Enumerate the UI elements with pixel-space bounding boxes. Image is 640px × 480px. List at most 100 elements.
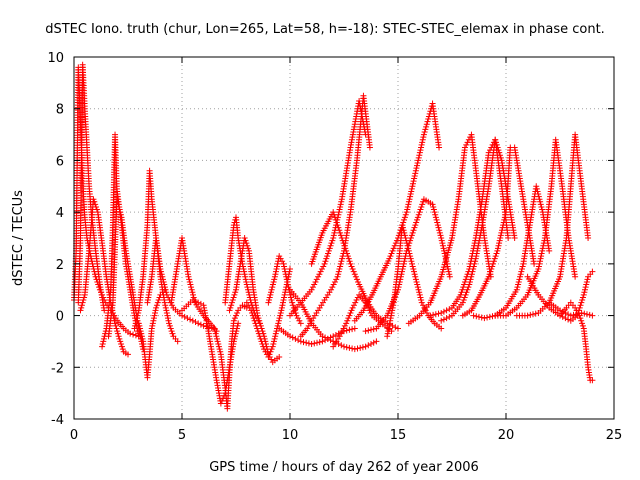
series-28 — [459, 144, 538, 319]
data-point — [271, 335, 278, 342]
data-point — [359, 344, 366, 351]
data-point — [489, 313, 496, 320]
data-point — [280, 297, 287, 304]
data-point — [386, 255, 393, 262]
data-point — [277, 312, 284, 319]
data-point — [346, 312, 353, 319]
data-point — [333, 276, 340, 283]
data-point — [283, 276, 290, 283]
data-point — [297, 320, 304, 327]
data-point — [407, 253, 414, 260]
data-point — [317, 268, 324, 275]
data-point — [244, 284, 251, 291]
data-point — [241, 271, 248, 278]
series-4 — [99, 131, 147, 353]
data-point — [497, 235, 504, 241]
y-tick-label: 10 — [47, 51, 64, 66]
data-point — [579, 322, 586, 329]
data-point — [414, 216, 421, 223]
data-point — [583, 281, 590, 288]
series-2 — [75, 61, 108, 314]
data-point — [446, 306, 453, 313]
data-point — [341, 343, 347, 350]
data-point — [282, 271, 289, 278]
y-tick-label: -4 — [51, 413, 64, 428]
data-point — [344, 317, 351, 324]
data-point — [578, 299, 585, 306]
data-point — [117, 338, 124, 345]
data-point — [160, 278, 167, 285]
data-point — [78, 302, 85, 309]
data-point — [420, 134, 427, 141]
data-point — [332, 331, 339, 338]
data-point — [362, 343, 369, 350]
data-point — [468, 273, 475, 280]
data-point — [348, 263, 355, 270]
data-point — [255, 328, 262, 335]
data-point — [315, 273, 322, 280]
data-point — [419, 201, 426, 208]
data-point — [446, 313, 453, 320]
data-point — [407, 255, 414, 262]
data-point — [527, 311, 534, 318]
data-point — [158, 268, 165, 275]
data-point — [420, 198, 427, 205]
series-15 — [265, 253, 304, 327]
y-axis-label: dSTEC / TECUs — [11, 190, 26, 286]
plot-frame — [73, 56, 615, 420]
data-point — [245, 286, 252, 293]
data-point — [274, 260, 281, 267]
data-point — [296, 317, 303, 324]
data-point — [440, 308, 447, 315]
data-point — [389, 247, 396, 254]
series-24 — [384, 222, 445, 340]
data-point — [305, 322, 312, 329]
data-point — [278, 307, 285, 314]
data-point — [127, 330, 134, 337]
data-point — [341, 242, 348, 249]
data-point — [273, 266, 280, 273]
data-point — [494, 247, 501, 254]
data-point — [337, 229, 344, 236]
data-point — [539, 206, 546, 213]
data-point — [155, 297, 162, 304]
data-point — [413, 219, 420, 226]
data-point — [100, 335, 107, 342]
data-point — [252, 320, 259, 327]
data-point — [233, 312, 239, 319]
data-point — [559, 313, 566, 320]
data-point — [329, 284, 336, 291]
data-point — [329, 237, 336, 244]
data-point — [212, 328, 219, 335]
data-point — [418, 141, 425, 148]
data-points — [71, 61, 596, 412]
data-point — [195, 299, 202, 306]
data-point — [92, 201, 99, 208]
data-point — [189, 297, 196, 304]
data-point — [251, 317, 258, 324]
data-point — [533, 185, 540, 192]
data-point — [434, 219, 441, 226]
data-point — [334, 273, 341, 280]
data-point — [343, 344, 350, 351]
data-point — [409, 263, 416, 270]
data-point — [164, 312, 171, 319]
data-point — [350, 268, 357, 275]
data-point — [335, 268, 342, 275]
data-point — [391, 242, 398, 249]
data-point — [164, 315, 171, 322]
data-point — [492, 253, 499, 260]
data-point — [500, 219, 507, 226]
data-point — [267, 289, 274, 296]
data-point — [470, 312, 477, 319]
data-point — [465, 284, 472, 291]
data-point — [422, 126, 429, 133]
data-point — [425, 113, 432, 120]
data-point — [136, 322, 143, 329]
data-point — [313, 276, 320, 283]
data-point — [186, 278, 193, 285]
data-point — [255, 330, 262, 337]
data-point — [78, 304, 85, 311]
data-point — [213, 333, 220, 340]
data-point — [151, 312, 158, 319]
